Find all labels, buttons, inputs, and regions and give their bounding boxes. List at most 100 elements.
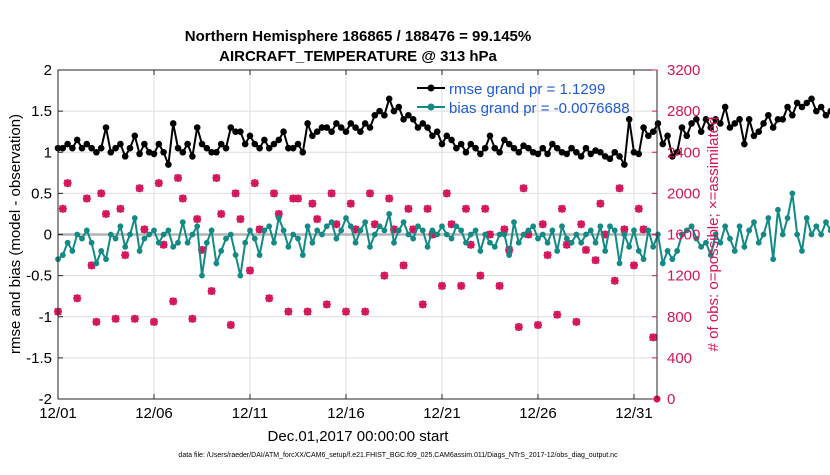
bias-g-point (703, 239, 709, 246)
bias-g-point (813, 223, 820, 230)
bias-g-point (448, 235, 455, 242)
bias-g-point (165, 227, 172, 234)
bias-g-point (635, 248, 642, 254)
rmse-g-point (553, 144, 561, 152)
rmse-g-point (669, 153, 676, 160)
rmse-g-point (673, 148, 681, 156)
bias-g-point (347, 223, 354, 230)
bias-g-point (587, 227, 594, 234)
rmse-g-point (83, 140, 91, 148)
rmse-g-point (784, 103, 791, 111)
bias-g-point (295, 235, 301, 242)
obs-assimilated-marker (524, 230, 533, 239)
rmse-g-point (126, 144, 134, 152)
bias-g-point (760, 231, 767, 238)
bias-g-point (799, 248, 805, 254)
rmse-g-point (405, 111, 412, 119)
rmse-g-point (121, 153, 129, 160)
bias-g-point (683, 227, 690, 234)
rmse-g-point (299, 148, 307, 156)
rmse-g-point (198, 140, 206, 148)
x-axis-label: Dec.01,2017 00:00:00 start (268, 428, 450, 445)
obs-assimilated-marker (409, 225, 418, 234)
bias-g-point (155, 239, 162, 246)
bias-g-point (751, 219, 757, 226)
obs-assimilated-marker (557, 204, 566, 213)
bias-g-point (381, 227, 388, 234)
x-ticks: 12/01 12/06 12/11 12/16 12/21 12/26 12/31 (39, 70, 653, 422)
obs-assimilated-marker (63, 179, 72, 188)
obs-assimilated-marker (154, 179, 163, 188)
rmse-g-point (659, 140, 667, 148)
y-axis-label: rmse and bias (model - observation) (7, 114, 24, 354)
rmse-g-point (155, 140, 163, 148)
rmse-g-point (246, 132, 254, 140)
y2-ticks: 0 400 800 1200 1600 2000 2400 2800 3200 (652, 62, 700, 408)
rmse-g-point (534, 150, 542, 158)
obs-assimilated-marker (514, 323, 523, 332)
bias-g-point (415, 223, 421, 230)
bias-g-point (323, 223, 330, 230)
bias-g-point (544, 239, 551, 246)
rmse-g-point (150, 150, 158, 158)
rmse-g-point (419, 120, 427, 127)
obs-assimilated-marker (538, 220, 547, 229)
rmse-g-point (645, 132, 652, 140)
obs-assimilated-marker (111, 314, 120, 323)
obs-assimilated-marker (308, 199, 317, 208)
obs-assimilated-marker (533, 320, 542, 329)
rmse-g-point (102, 124, 110, 131)
bias-g-point (530, 223, 537, 230)
obs-assimilated-marker (173, 173, 182, 182)
data-file-footnote: data file: /Users/raeder/DAI/ATM_forcXX/… (178, 452, 618, 459)
obs-assimilated-marker (217, 209, 226, 218)
rmse-g-point (755, 128, 763, 135)
obs-assimilated-marker (500, 225, 509, 234)
bias-g-point (290, 231, 297, 238)
obs-assimilated-marker (226, 320, 235, 329)
rmse-g-point (769, 124, 777, 131)
bias-g-point (434, 231, 441, 238)
bias-g-point (722, 223, 729, 230)
rmse-g-point (731, 120, 739, 127)
bias-g-point (352, 239, 359, 246)
rmse-g-point (774, 116, 782, 123)
rmse-g-point (501, 136, 508, 144)
obs-assimilated-marker (639, 225, 648, 234)
bias-g-point (98, 248, 105, 254)
obs-assimilated-marker (207, 287, 216, 296)
rmse-g-point (640, 124, 647, 131)
obs-assimilated-marker (236, 215, 245, 224)
rmse-g-point (385, 95, 393, 103)
rmse-g-point (817, 103, 825, 111)
obs-assimilated-marker (346, 199, 355, 208)
rmse-g-point (261, 136, 268, 144)
chart-title-line1: Northern Hemisphere 186865 / 188476 = 99… (185, 28, 531, 45)
bias-g-point (467, 231, 474, 238)
bias-g-point (439, 223, 445, 230)
bias-g-point (271, 239, 277, 246)
bias-g-point (122, 243, 129, 250)
bias-g-point (482, 231, 489, 238)
bias-g-point (789, 190, 796, 197)
bias-g-point (520, 231, 527, 238)
rmse-g-point (337, 124, 345, 131)
bias-g-point (251, 235, 258, 242)
bias-g-point (357, 227, 364, 234)
rmse-g-point (577, 153, 585, 160)
rmse-g-point (309, 132, 316, 140)
obs-assimilated-marker (303, 307, 312, 316)
rmse-g-point (237, 128, 244, 135)
y2-tick-label: 800 (667, 309, 692, 326)
bias-g-point (141, 235, 148, 242)
bias-g-point (175, 239, 181, 246)
bias-g-point (688, 223, 695, 230)
obs-assimilated-marker (92, 317, 101, 326)
bias-g-point (189, 231, 196, 238)
bias-g-point (741, 243, 748, 250)
rmse-g-point (462, 148, 470, 156)
rmse-g-point (390, 107, 398, 115)
obs-assimilated-marker (466, 240, 475, 249)
bias-g-point (698, 243, 705, 250)
bias-g-point (266, 223, 273, 230)
